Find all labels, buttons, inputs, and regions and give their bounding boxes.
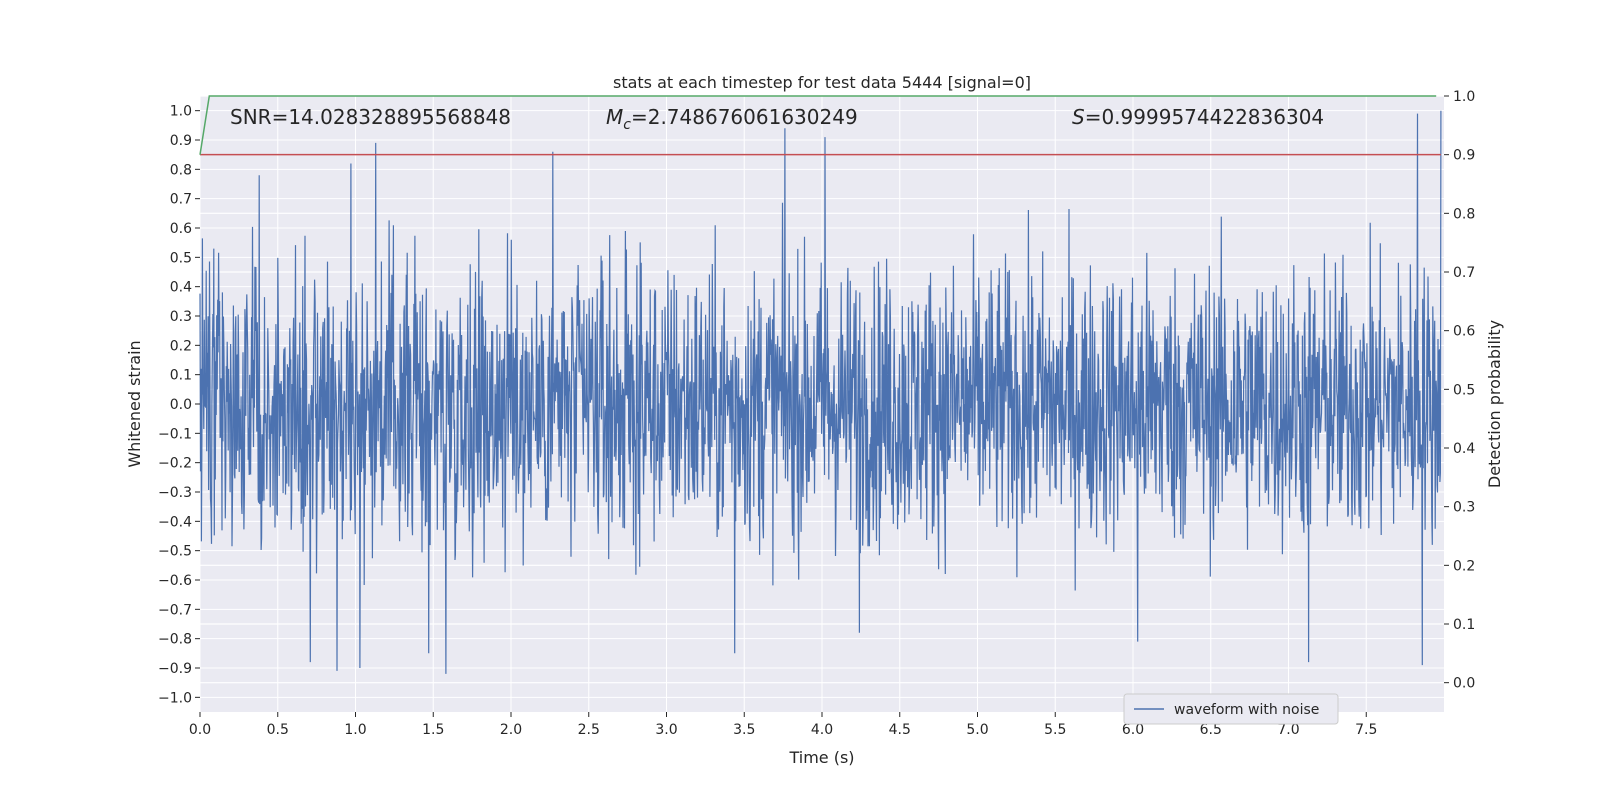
x-tick-label: 7.5 — [1355, 722, 1377, 738]
y-axis-right-ticks: 1.0 0.9 0.8 0.7 0.6 0.5 0.4 0.3 0.2 0.1 0.0 — [1444, 89, 1475, 692]
x-tick-label: 2.0 — [500, 722, 522, 738]
y-right-tick-label: 0.7 — [1453, 265, 1475, 281]
y-left-tick-label: −0.5 — [158, 544, 192, 560]
y-axis-left-label: Whitened strain — [125, 340, 144, 467]
y-right-tick-label: 0.9 — [1453, 148, 1475, 164]
x-tick-label: 6.0 — [1122, 722, 1144, 738]
y-left-tick-label: 0.0 — [170, 397, 192, 413]
y-left-tick-label: −0.9 — [158, 661, 192, 677]
x-axis-ticks: 0.0 0.5 1.0 1.5 2.0 2.5 3.0 3.5 4.0 4.5 5.0 5.5 6.0 6… — [189, 712, 1377, 738]
x-tick-label: 3.5 — [733, 722, 755, 738]
y-left-tick-label: −1.0 — [158, 690, 192, 706]
y-left-tick-label: −0.8 — [158, 632, 192, 648]
x-tick-label: 1.0 — [344, 722, 366, 738]
y-left-tick-label: 0.7 — [170, 192, 192, 208]
x-tick-label: 0.5 — [267, 722, 289, 738]
x-tick-label: 1.5 — [422, 722, 444, 738]
waveform-trace — [199, 110, 1442, 674]
y-left-tick-label: 0.1 — [170, 368, 192, 384]
x-tick-label: 6.5 — [1200, 722, 1222, 738]
snr-annotation: SNR=14.028328895568848 — [230, 105, 511, 129]
y-right-tick-label: 0.8 — [1453, 206, 1475, 222]
significance-annotation: S=0.9999574422836304 — [1072, 105, 1324, 129]
y-left-tick-label: 0.2 — [170, 338, 192, 354]
y-left-tick-label: 1.0 — [170, 104, 192, 120]
detection-probability-line — [199, 95, 1437, 155]
y-right-tick-label: 0.1 — [1453, 617, 1475, 633]
y-right-tick-label: 0.6 — [1453, 324, 1475, 340]
x-tick-label: 5.5 — [1044, 722, 1066, 738]
y-right-tick-label: 0.0 — [1453, 676, 1475, 692]
chart-title: stats at each timestep for test data 544… — [613, 73, 1031, 92]
y-axis-right-label: Detection probability — [1485, 320, 1504, 488]
y-left-tick-label: 0.9 — [170, 133, 192, 149]
x-tick-label: 4.0 — [811, 722, 833, 738]
y-right-tick-label: 0.3 — [1453, 500, 1475, 516]
x-axis-label: Time (s) — [788, 748, 854, 767]
x-tick-label: 7.0 — [1277, 722, 1299, 738]
y-left-tick-label: −0.3 — [158, 485, 192, 501]
y-left-tick-label: −0.2 — [158, 456, 192, 472]
legend-box — [1123, 693, 1339, 725]
x-tick-label: 2.5 — [578, 722, 600, 738]
y-right-tick-label: 1.0 — [1453, 89, 1475, 105]
x-tick-label: 0.0 — [189, 722, 211, 738]
y-right-tick-label: 0.5 — [1453, 382, 1475, 398]
x-tick-label: 4.5 — [889, 722, 911, 738]
y-left-tick-label: 0.5 — [170, 250, 192, 266]
y-axis-left-ticks: 1.0 0.9 0.8 0.7 0.6 0.5 0.4 0.3 0.2 0.1 0.0 −0.1 −0.… — [158, 104, 200, 706]
legend: waveform with noise — [1123, 693, 1339, 725]
y-left-tick-label: 0.4 — [170, 280, 192, 296]
y-left-tick-label: −0.4 — [158, 514, 192, 530]
x-tick-label: 3.0 — [655, 722, 677, 738]
y-left-tick-label: 0.6 — [170, 221, 192, 237]
y-left-tick-label: 0.8 — [170, 162, 192, 178]
y-left-tick-label: 0.3 — [170, 309, 192, 325]
y-left-tick-label: −0.7 — [158, 602, 192, 618]
chirp-mass-annotation: Mc=2.748676061630249 — [606, 105, 858, 133]
plot-area — [199, 95, 1442, 674]
y-right-tick-label: 0.2 — [1453, 558, 1475, 574]
x-tick-label: 5.0 — [966, 722, 988, 738]
y-left-tick-label: −0.6 — [158, 573, 192, 589]
legend-entry-waveform: waveform with noise — [1174, 702, 1319, 718]
y-right-tick-label: 0.4 — [1453, 441, 1475, 457]
y-left-tick-label: −0.1 — [158, 426, 192, 442]
